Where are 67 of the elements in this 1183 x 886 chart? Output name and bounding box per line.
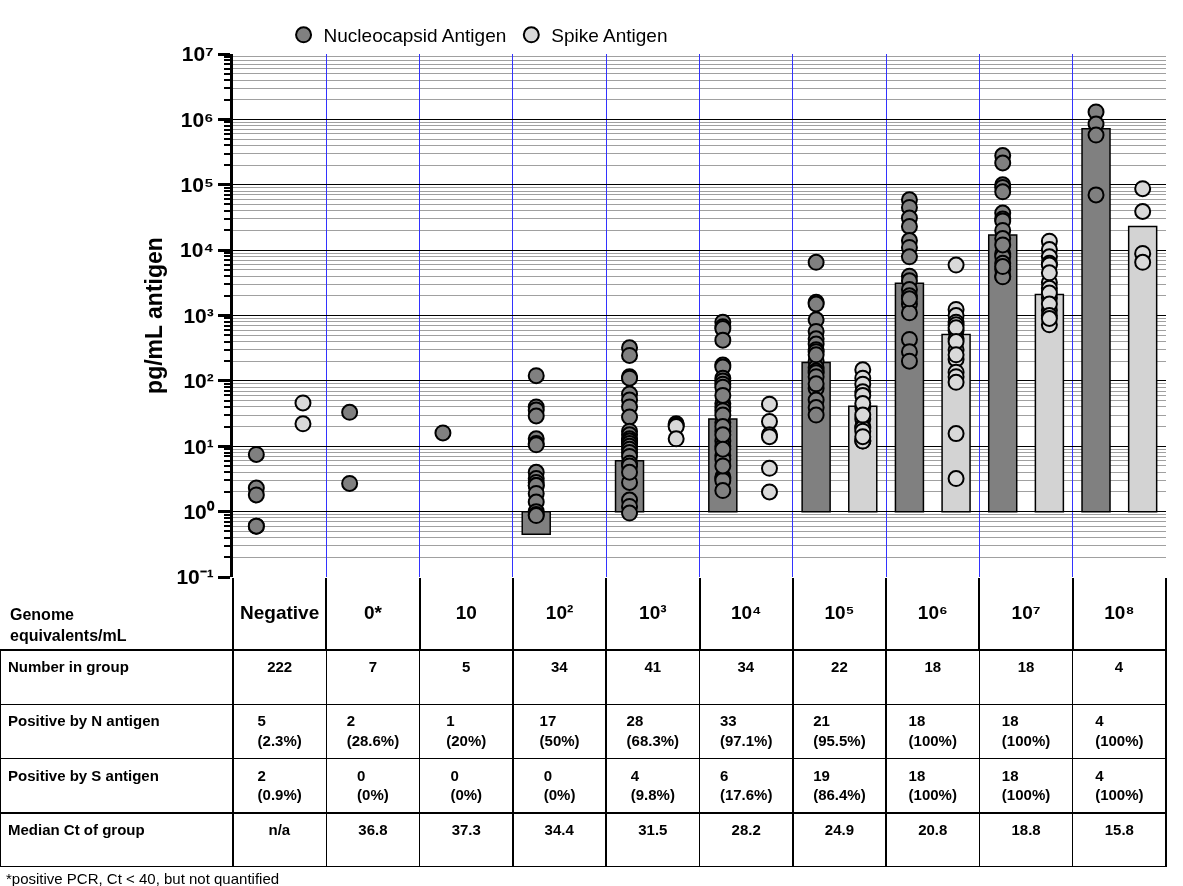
x-tick-label: 10⁴ <box>730 602 762 623</box>
text: 18 (100%) <box>908 766 957 803</box>
text: 28.2 <box>731 820 761 838</box>
text: 5 (2.3%) <box>257 712 302 749</box>
y-tick-label: 10⁷ <box>181 42 214 66</box>
text: Positive by N antigen <box>8 712 160 730</box>
text: Positive by S antigen <box>8 766 159 784</box>
text: 18 (100%) <box>908 712 957 749</box>
text: 1 (20%) <box>446 712 487 749</box>
text: 28 (68.3%) <box>626 712 680 749</box>
x-tick-label: 10 <box>455 602 477 623</box>
text: 37.3 <box>451 820 481 838</box>
text: 222 <box>267 658 293 675</box>
text: n/a <box>268 820 291 838</box>
text: 15.8 <box>1104 820 1134 838</box>
text: 36.8 <box>358 820 388 838</box>
text: 24.9 <box>824 820 855 838</box>
y-axis-title: pg/mL antigen <box>140 237 167 394</box>
text: 41 <box>644 658 662 675</box>
text: 17 (50%) <box>539 712 580 749</box>
text: 4 <box>1114 658 1124 675</box>
text: 34 <box>550 658 569 675</box>
text: 4 (100%) <box>1095 766 1144 803</box>
text: 5 <box>462 658 471 675</box>
text: 6 (17.6%) <box>719 766 773 803</box>
text: Number in group <box>8 658 129 675</box>
y-tick-label: 10⁻¹ <box>176 565 214 589</box>
text: 34 <box>737 658 755 675</box>
text: 2 (28.6%) <box>346 712 400 749</box>
text: 33 (97.1%) <box>719 712 773 749</box>
x-tick-label: 10³ <box>639 602 667 623</box>
y-tick-label: 10¹ <box>183 434 214 458</box>
y-tick-label: 10² <box>183 369 214 393</box>
y-tick-label: 10⁵ <box>180 173 214 197</box>
text: 18.8 <box>1011 820 1041 838</box>
text: 7 <box>368 658 378 675</box>
x-tick-label: 10⁷ <box>1011 602 1041 623</box>
text: 18 (100%) <box>1001 766 1051 803</box>
text: 20.8 <box>918 820 948 838</box>
text: 0 (0%) <box>543 766 576 803</box>
text: 22 <box>831 658 848 675</box>
x-tick-label: 10⁶ <box>917 602 948 623</box>
text: 2 (0.9%) <box>257 766 302 803</box>
text: 34.4 <box>544 820 575 838</box>
text: Median Ct of group <box>8 820 145 838</box>
text: 0 (0%) <box>357 766 389 803</box>
text: 4 (9.8%) <box>630 766 675 803</box>
y-tick-label: 10⁰ <box>183 499 215 523</box>
legend-label: Spike Antigen <box>551 25 668 47</box>
text: 0 (0%) <box>450 766 483 803</box>
x-tick-label: 10² <box>545 602 574 623</box>
text: 21 (95.5%) <box>813 712 866 749</box>
text: 31.5 <box>638 820 668 838</box>
x-tick-label: Negative <box>240 602 320 623</box>
text: 4 (100%) <box>1095 712 1144 749</box>
text: 18 (100%) <box>1001 712 1051 749</box>
x-tick-label: 0* <box>363 602 383 623</box>
x-tick-label: 10⁵ <box>824 602 855 623</box>
x-axis-title: Genome equivalents/mL <box>10 606 127 644</box>
text: 19 (86.4%) <box>813 766 866 803</box>
text: 18 <box>924 658 942 675</box>
y-tick-label: 10⁶ <box>180 107 214 131</box>
y-tick-label: 10³ <box>183 303 214 327</box>
legend-label: Nucleocapsid Antigen <box>323 25 507 47</box>
x-tick-label: 10⁸ <box>1104 602 1135 623</box>
text: 18 <box>1017 658 1035 675</box>
y-tick-label: 10⁴ <box>180 238 214 262</box>
